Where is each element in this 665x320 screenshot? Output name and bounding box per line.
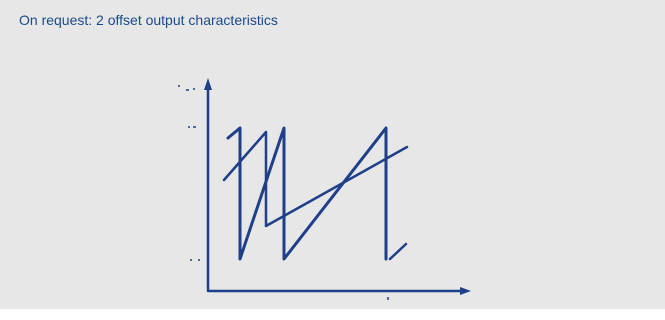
y-tick-lower bbox=[190, 259, 192, 261]
y-axis-arrow bbox=[204, 78, 212, 90]
x-tick bbox=[387, 297, 389, 300]
y-tick-upper-2 bbox=[193, 126, 196, 128]
page-heading: On request: 2 offset output characterist… bbox=[19, 12, 278, 28]
output-characteristic-2 bbox=[222, 130, 409, 228]
content-panel: On request: 2 offset output characterist… bbox=[0, 0, 665, 309]
output-characteristic-1 bbox=[226, 126, 388, 261]
y-tick-top-3 bbox=[193, 88, 195, 90]
output-characteristic-2-tail bbox=[388, 242, 408, 261]
offset-characteristics-diagram bbox=[178, 78, 471, 300]
y-tick-top-2 bbox=[186, 89, 189, 91]
y-tick-lower-2 bbox=[198, 259, 200, 261]
y-tick-top bbox=[178, 85, 180, 87]
y-tick-upper bbox=[188, 126, 190, 128]
x-axis-arrow bbox=[460, 287, 471, 295]
